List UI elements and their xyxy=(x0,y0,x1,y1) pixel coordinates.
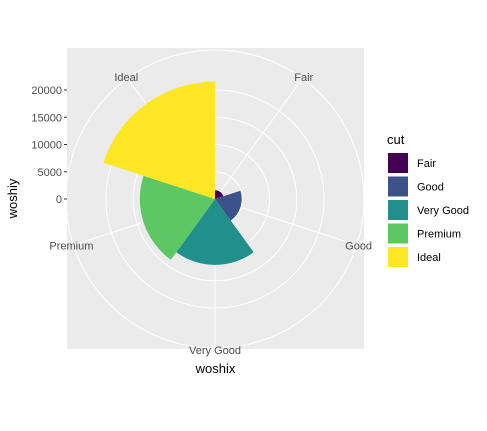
category-label: Premium xyxy=(49,241,93,253)
category-label: Fair xyxy=(294,72,313,84)
bar-premium xyxy=(139,175,215,260)
legend-title: cut xyxy=(387,132,405,147)
legend-label: Premium xyxy=(417,229,461,241)
legend-key xyxy=(388,176,408,197)
y-tick-label: 10000 xyxy=(31,140,62,152)
y-axis-title: woshiy xyxy=(5,178,20,219)
legend-label: Very Good xyxy=(417,205,469,217)
bar-ideal xyxy=(103,81,215,199)
legend-label: Ideal xyxy=(417,252,441,264)
bar-good xyxy=(215,190,242,221)
legend-key xyxy=(388,153,408,173)
y-tick-label: 5000 xyxy=(38,167,62,179)
bar-fair xyxy=(215,190,224,199)
bars-layer xyxy=(103,81,254,265)
category-label: Ideal xyxy=(114,72,138,84)
bar-very-good xyxy=(176,199,254,265)
y-tick-label: 20000 xyxy=(31,85,62,97)
category-label: Good xyxy=(345,241,372,253)
y-tick-label: 15000 xyxy=(31,112,62,124)
x-axis-title: woshix xyxy=(195,361,236,376)
legend: cut Fair Good Very Good Premium Ideal xyxy=(387,132,469,267)
legend-key xyxy=(388,223,408,244)
grid-spoke xyxy=(214,78,303,200)
category-label: Very Good xyxy=(189,345,241,357)
legend-key xyxy=(388,200,408,220)
legend-label: Fair xyxy=(417,158,436,170)
legend-key xyxy=(388,247,408,267)
category-labels: Fair Good Very Good Premium Ideal xyxy=(49,72,372,357)
y-axis: 0 5000 10000 15000 20000 xyxy=(31,85,67,206)
legend-label: Good xyxy=(417,182,444,194)
y-tick-label: 0 xyxy=(56,194,62,206)
